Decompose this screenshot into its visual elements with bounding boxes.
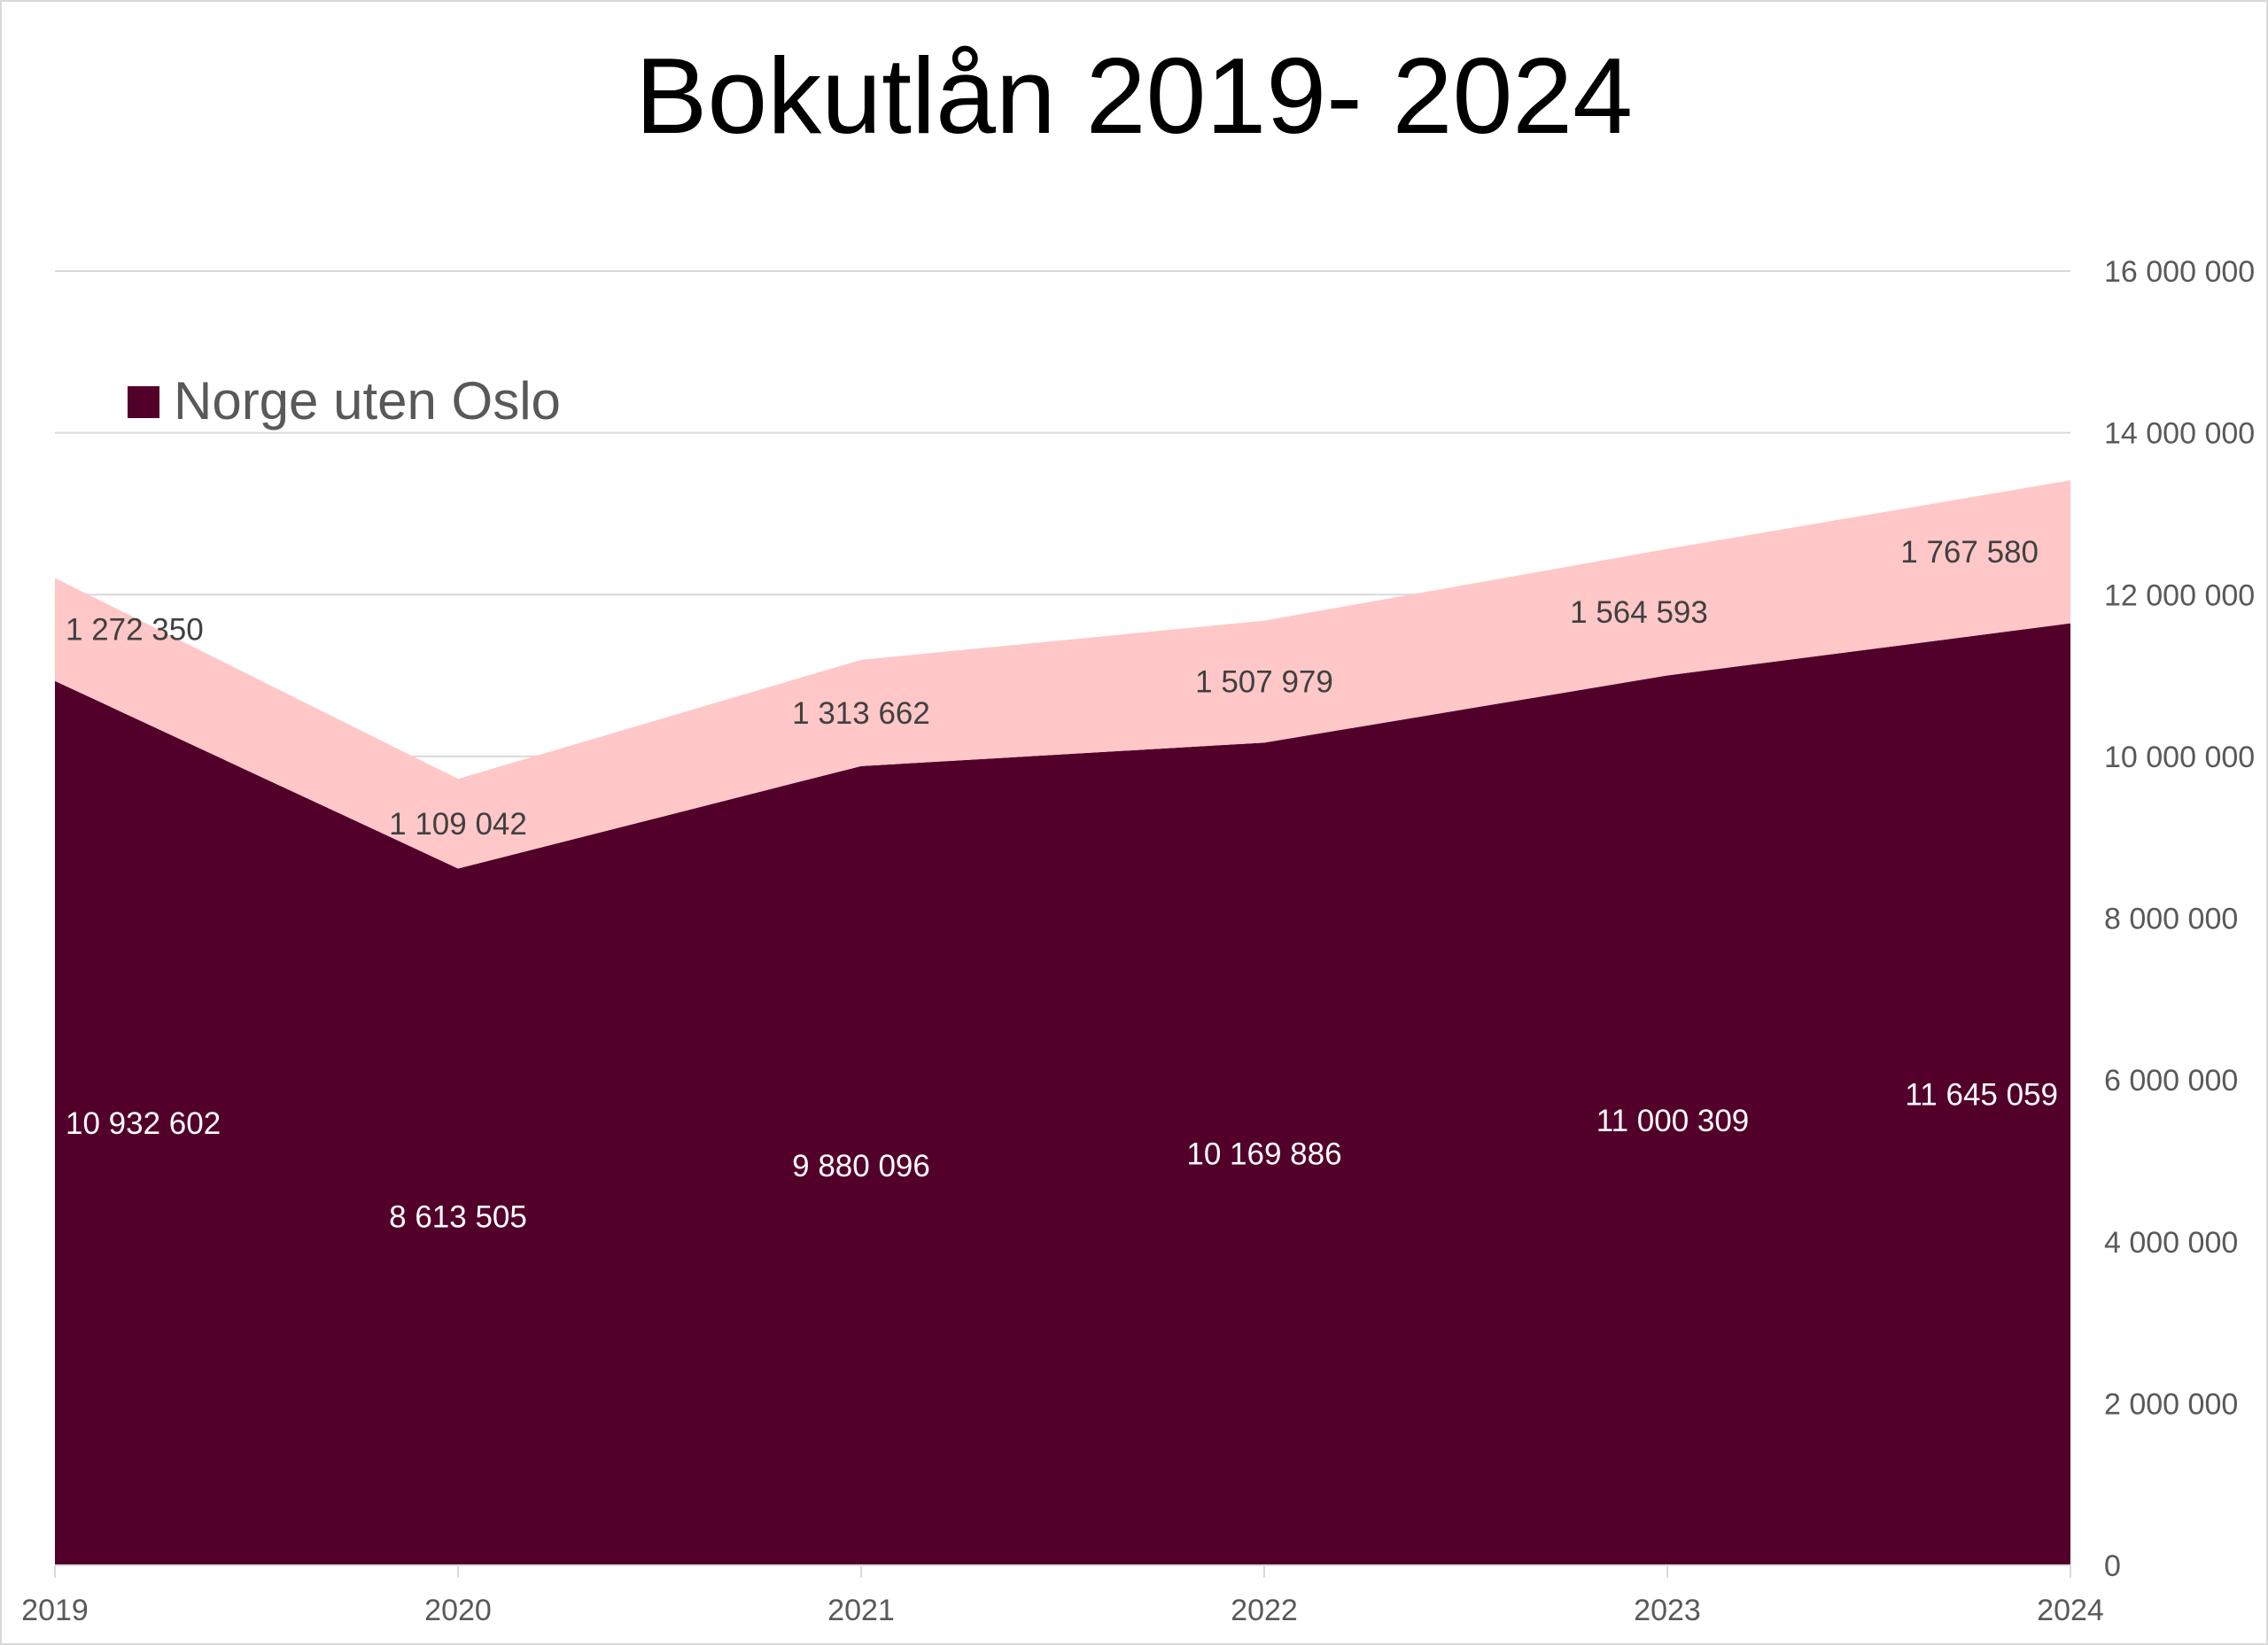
- data-label-series-2: 1 109 042: [389, 807, 527, 842]
- y-tick-label: 0: [2104, 1549, 2121, 1583]
- data-label-series-2: 1 767 580: [1900, 535, 2039, 570]
- x-tick-label: 2020: [424, 1594, 492, 1627]
- data-label-series-2: 1 564 593: [1570, 595, 1708, 630]
- legend-label-norge-uten-oslo: Norge uten Oslo: [174, 371, 561, 431]
- data-label-series-2: 1 272 350: [66, 613, 204, 648]
- data-label-norge-uten-oslo: 8 613 505: [389, 1200, 527, 1235]
- legend-swatch-norge-uten-oslo: [128, 386, 159, 418]
- y-tick-label: 12 000 000: [2104, 578, 2255, 612]
- data-label-norge-uten-oslo: 11 645 059: [1905, 1077, 2058, 1112]
- data-labels: 10 932 602 8 613 505 9 880 096 10 169 886 11…: [66, 535, 2058, 1235]
- y-tick-label: 2 000 000: [2104, 1387, 2238, 1421]
- x-tick-label: 2019: [21, 1594, 89, 1627]
- x-tick-label: 2022: [1231, 1594, 1298, 1627]
- x-tick-label: 2021: [827, 1594, 895, 1627]
- y-tick-label: 6 000 000: [2104, 1064, 2238, 1098]
- legend: Norge uten Oslo: [128, 371, 561, 431]
- y-tick-label: 14 000 000: [2104, 417, 2255, 451]
- x-tick-label: 2023: [1634, 1594, 1701, 1627]
- data-label-norge-uten-oslo: 10 169 886: [1186, 1137, 1341, 1172]
- data-label-series-2: 1 313 662: [792, 696, 930, 731]
- data-label-norge-uten-oslo: 9 880 096: [792, 1149, 930, 1183]
- data-label-series-2: 1 507 979: [1195, 665, 1333, 700]
- y-tick-label: 16 000 000: [2104, 255, 2255, 289]
- data-label-norge-uten-oslo: 10 932 602: [66, 1106, 221, 1141]
- area-series-2: [55, 480, 2070, 869]
- y-tick-label: 10 000 000: [2104, 741, 2255, 774]
- x-tick-label: 2024: [2037, 1594, 2104, 1627]
- area-norge-uten-oslo: [55, 623, 2070, 1565]
- area-series: [55, 480, 2070, 1565]
- y-tick-label: 8 000 000: [2104, 903, 2238, 936]
- y-tick-label: 4 000 000: [2104, 1226, 2238, 1260]
- data-label-norge-uten-oslo: 11 000 309: [1596, 1104, 1750, 1138]
- axes: 0 2 000 000 4 000 000 6 000 000 8 000 000 10 …: [21, 255, 2255, 1627]
- chart-title: Bokutlån 2019- 2024: [635, 35, 1633, 156]
